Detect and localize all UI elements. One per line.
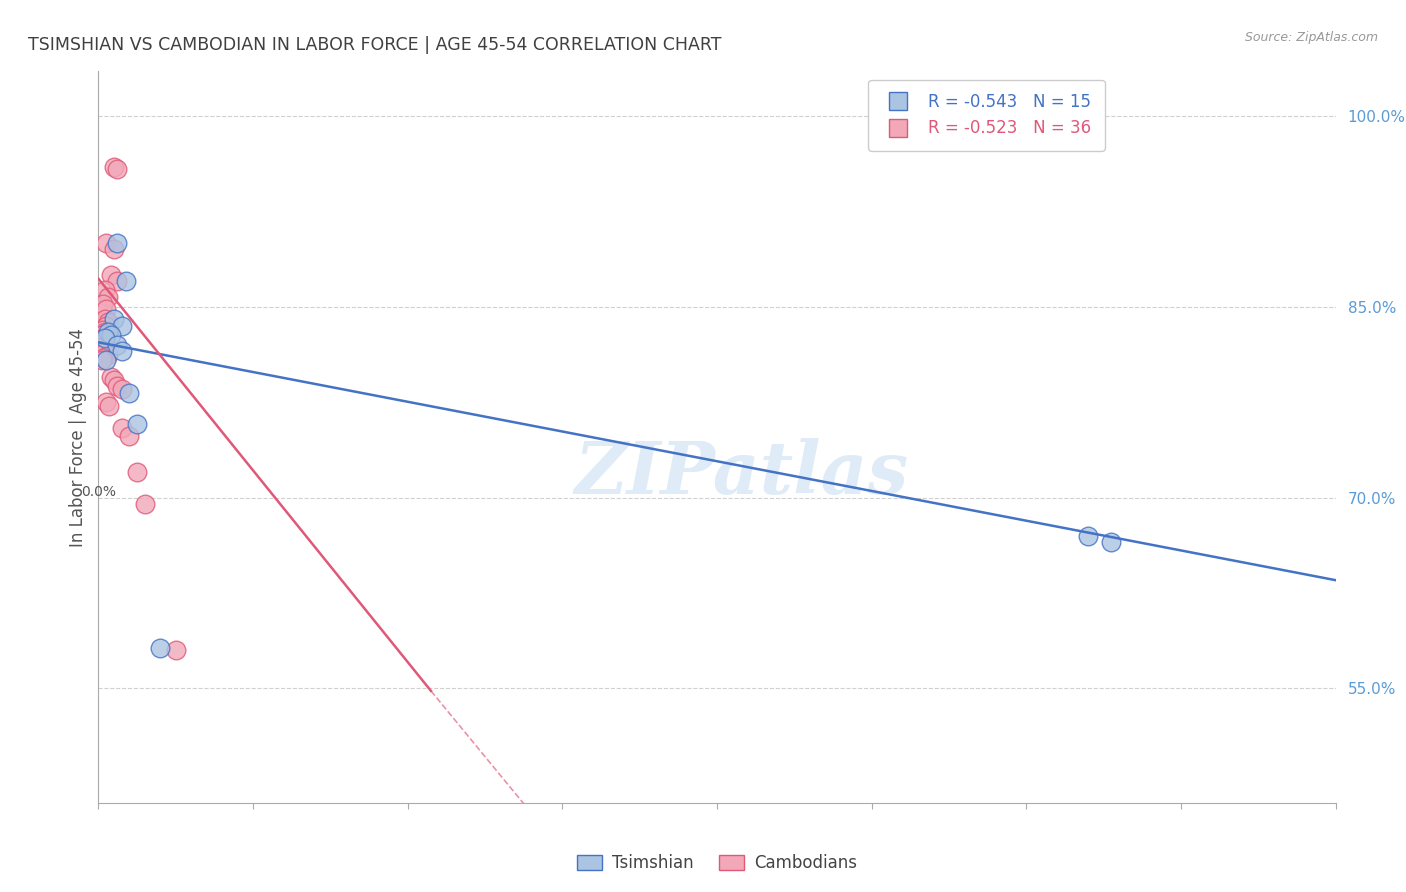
Point xyxy=(165,643,187,657)
Point xyxy=(111,420,134,434)
Text: TSIMSHIAN VS CAMBODIAN IN LABOR FORCE | AGE 45-54 CORRELATION CHART: TSIMSHIAN VS CAMBODIAN IN LABOR FORCE | … xyxy=(28,36,721,54)
Point xyxy=(100,369,122,384)
Point xyxy=(96,318,118,333)
Point xyxy=(90,353,112,368)
Y-axis label: In Labor Force | Age 45-54: In Labor Force | Age 45-54 xyxy=(69,327,87,547)
Point xyxy=(93,325,115,339)
Legend: Tsimshian, Cambodians: Tsimshian, Cambodians xyxy=(571,847,863,879)
Point xyxy=(93,312,115,326)
Point xyxy=(91,343,114,357)
Point xyxy=(105,274,128,288)
Point xyxy=(118,429,141,443)
Point xyxy=(91,331,114,345)
Point xyxy=(93,345,115,359)
Text: Source: ZipAtlas.com: Source: ZipAtlas.com xyxy=(1244,31,1378,45)
Point xyxy=(90,327,112,342)
Point xyxy=(103,160,125,174)
Point xyxy=(97,315,120,329)
Point xyxy=(97,348,120,362)
Point xyxy=(96,302,118,317)
Point xyxy=(93,331,115,345)
Point xyxy=(105,162,128,177)
Point xyxy=(134,497,156,511)
Point xyxy=(149,640,172,655)
Point xyxy=(111,344,134,359)
Point xyxy=(103,312,125,326)
Point xyxy=(96,338,118,352)
Point xyxy=(127,465,149,479)
Point xyxy=(111,383,134,397)
Point xyxy=(1077,529,1099,543)
Point xyxy=(103,243,125,257)
Point xyxy=(97,325,120,339)
Text: ZIPatlas: ZIPatlas xyxy=(575,438,908,509)
Point xyxy=(100,268,122,282)
Point xyxy=(118,386,141,401)
Point xyxy=(93,334,115,348)
Point xyxy=(93,283,115,297)
Point xyxy=(96,353,118,368)
Point xyxy=(96,395,118,409)
Text: 0.0%: 0.0% xyxy=(82,484,115,499)
Point xyxy=(98,399,121,413)
Point xyxy=(97,289,120,303)
Point xyxy=(115,274,138,288)
Point xyxy=(91,322,114,336)
Point xyxy=(91,297,114,311)
Point xyxy=(105,378,128,392)
Point xyxy=(91,351,114,365)
Point xyxy=(105,236,128,251)
Point xyxy=(103,374,125,388)
Point xyxy=(111,318,134,333)
Point xyxy=(1099,535,1122,549)
Point xyxy=(96,236,118,251)
Point xyxy=(105,338,128,352)
Point xyxy=(100,327,122,342)
Point xyxy=(127,417,149,431)
Point xyxy=(90,340,112,354)
